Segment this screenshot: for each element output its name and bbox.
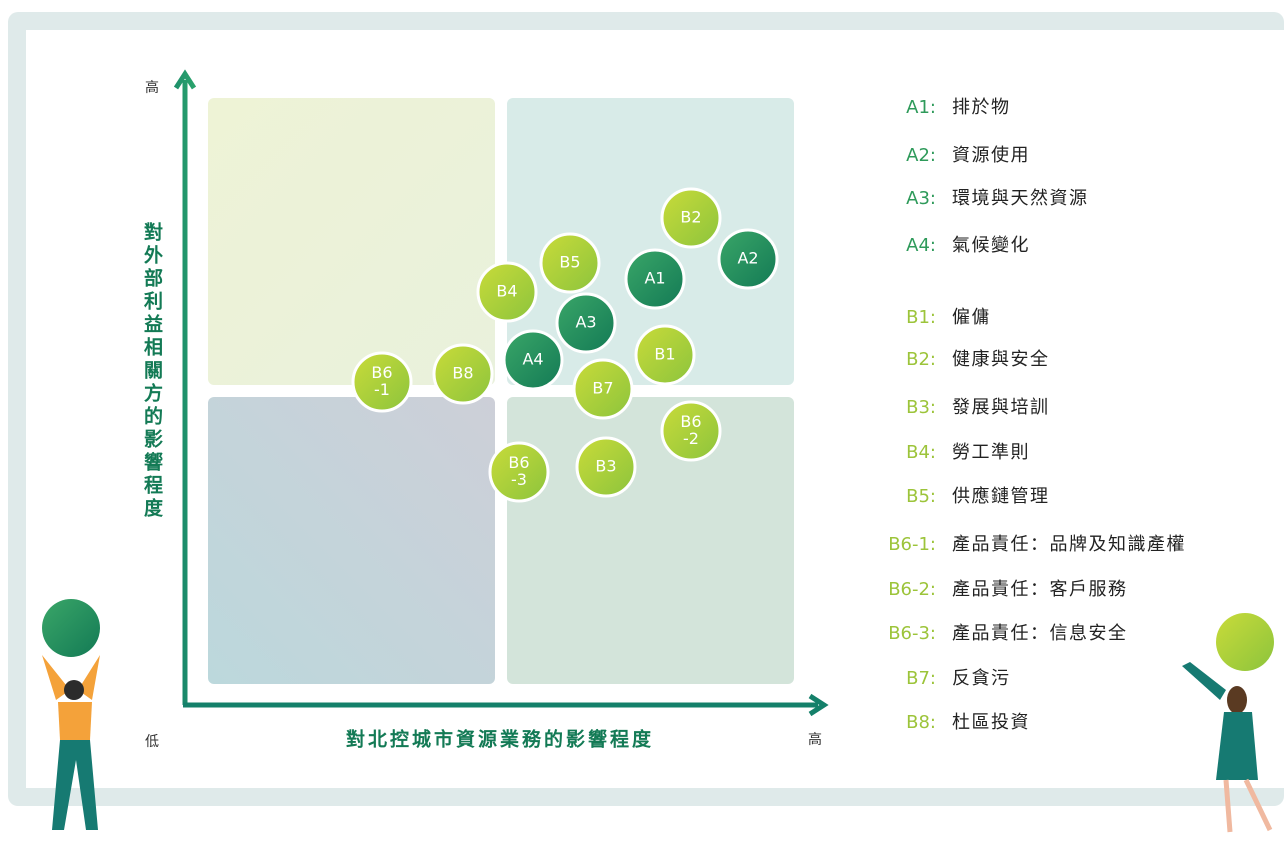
legend-code: A3: [906, 188, 936, 209]
bubble-label: B1 [654, 345, 675, 364]
bubble-label: A1 [644, 269, 665, 288]
legend-code: B6-2: [888, 579, 936, 600]
bubble-label: B7 [592, 379, 613, 398]
bubble-label: B2 [680, 208, 701, 227]
legend-code: B1: [906, 307, 936, 328]
x-high: 高 [808, 731, 822, 748]
legend-code: B6-1: [888, 534, 936, 555]
legend-code: B4: [906, 442, 936, 463]
bubble-label: A3 [575, 313, 596, 332]
legend-text: 僱傭 [952, 307, 991, 328]
quadrant [507, 397, 794, 684]
legend-text: 資源使用 [952, 145, 1030, 166]
legend-text: 發展與培訓 [952, 397, 1050, 418]
bubble-label: B3 [595, 457, 616, 476]
legend-code: A1: [906, 97, 936, 118]
legend-code: B5: [906, 486, 936, 507]
bubble-label: -3 [511, 470, 527, 489]
bubble-label: B5 [559, 253, 580, 272]
legend-code: A2: [906, 145, 936, 166]
legend-text: 排於物 [952, 97, 1011, 118]
bubble-label: -1 [374, 380, 390, 399]
legend-code: B7: [906, 668, 936, 689]
bubble-label: -2 [683, 429, 699, 448]
y-high: 高 [145, 79, 159, 96]
origin-low: 低 [145, 734, 159, 750]
x-label: 對北控城市資源業務的影響程度 [346, 728, 654, 751]
bubble-label: A2 [737, 249, 758, 268]
y-label: 對外部利益相關方的影響程度 [141, 222, 163, 521]
legend-text: 產品責任：客戶服務 [952, 579, 1128, 600]
legend-code: B3: [906, 397, 936, 418]
legend-code: B2: [906, 349, 936, 370]
legend-code: A4: [906, 235, 936, 256]
legend-text: 健康與安全 [952, 349, 1050, 370]
materiality-matrix: 高 低 高 對北控城市資源業務的影響程度 對外部利益相關方的影響程度 B2 A2 B… [0, 0, 1284, 840]
bubble-label: A4 [522, 350, 543, 369]
legend-code: B6-3: [888, 623, 936, 644]
legend-code: B8: [906, 712, 936, 733]
legend-text: 產品責任：信息安全 [952, 623, 1128, 644]
legend-text: 反貪污 [952, 667, 1011, 689]
legend-text: 供應鏈管理 [952, 485, 1050, 507]
quadrant [208, 397, 495, 684]
legend-text: 環境與天然資源 [952, 188, 1089, 209]
legend-text: 杜區投資 [952, 712, 1030, 733]
bubble-label: B4 [496, 282, 517, 301]
legend-text: 氣候變化 [952, 235, 1030, 256]
bubble-label: B8 [452, 364, 473, 383]
legend-text: 勞工準則 [952, 442, 1030, 463]
legend-text: 產品責任：品牌及知識產權 [952, 534, 1186, 555]
quadrant [208, 98, 495, 385]
